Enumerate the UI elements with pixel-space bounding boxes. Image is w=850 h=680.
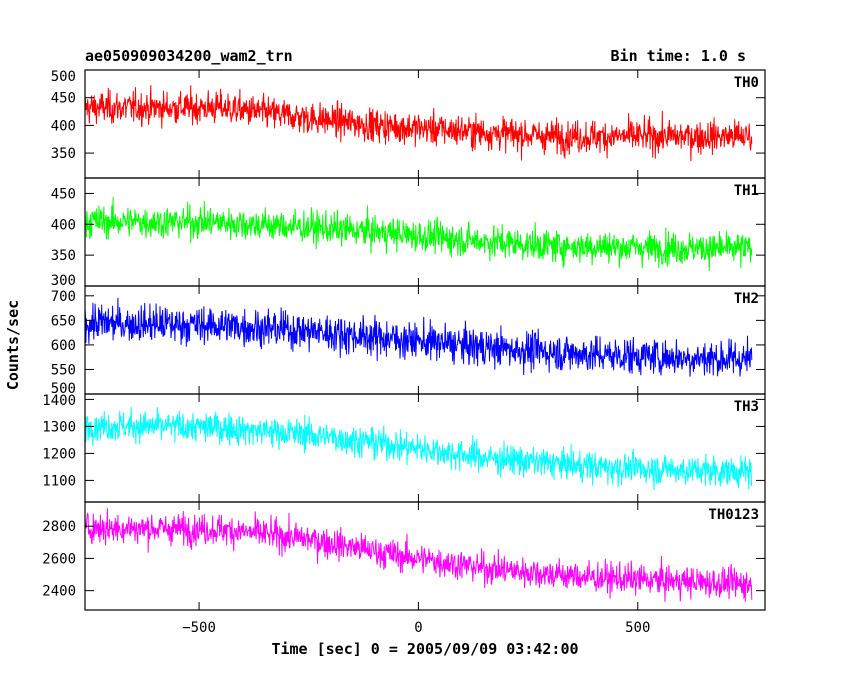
y-axis-label: Counts/sec (4, 300, 22, 390)
y-tick-label: 1200 (42, 446, 76, 462)
series-th2 (85, 297, 753, 377)
y-tick-label: 450 (51, 91, 76, 107)
y-tick-label: 700 (51, 289, 76, 305)
y-tick-label: 2600 (42, 551, 76, 567)
x-axis: −500 0 500 (182, 620, 650, 636)
y-tick-label: 400 (51, 217, 76, 233)
y-tick-label: 600 (51, 338, 76, 354)
panel-th0123: 2400 2600 2800 TH0123 (42, 501, 766, 611)
y-tick-label: 350 (51, 248, 76, 264)
y-tick-label: 2800 (42, 519, 76, 535)
panel-label: TH3 (734, 399, 759, 415)
y-tick-label: 1100 (42, 473, 76, 489)
panel-th1: 300 350 400 450 TH1 (51, 177, 766, 289)
y-tick-label: 500 (51, 69, 76, 85)
series-th0 (85, 85, 753, 162)
panel-th2: 500 550 600 650 700 TH2 (51, 285, 766, 397)
y-tick-label: 1400 (42, 393, 76, 409)
x-tick-label: 0 (414, 620, 422, 636)
panel-label: TH1 (734, 183, 759, 199)
bin-time-label: Bin time: 1.0 s (611, 47, 746, 65)
panels-group: 350 400 450 500 TH0 300 350 400 450 TH1 500 550 600 6… (42, 69, 766, 611)
series-th3 (85, 406, 753, 491)
x-tick-label: 500 (625, 620, 650, 636)
y-tick-label: 650 (51, 313, 76, 329)
panel-label: TH2 (734, 291, 759, 307)
panel-label: TH0123 (708, 507, 759, 523)
series-th1 (85, 197, 753, 272)
x-axis-label: Time [sec] 0 = 2005/09/09 03:42:00 (271, 640, 578, 658)
chart-title: ae050909034200_wam2_trn (85, 47, 293, 65)
panel-frame (84, 501, 766, 611)
y-tick-label: 300 (51, 273, 76, 289)
y-tick-label: 500 (51, 381, 76, 397)
y-tick-label: 2400 (42, 584, 76, 600)
y-tick-label: 1300 (42, 419, 76, 435)
panel-frame (84, 285, 766, 395)
x-tick-label: −500 (182, 620, 216, 636)
y-tick-label: 450 (51, 186, 76, 202)
panel-label: TH0 (734, 75, 759, 91)
panel-th0: 350 400 450 500 TH0 (51, 69, 766, 179)
panel-th3: 1100 1200 1300 1400 TH3 (42, 393, 766, 503)
y-tick-label: 550 (51, 362, 76, 378)
y-tick-label: 400 (51, 118, 76, 134)
series-th0123 (85, 508, 753, 602)
y-tick-label: 350 (51, 146, 76, 162)
